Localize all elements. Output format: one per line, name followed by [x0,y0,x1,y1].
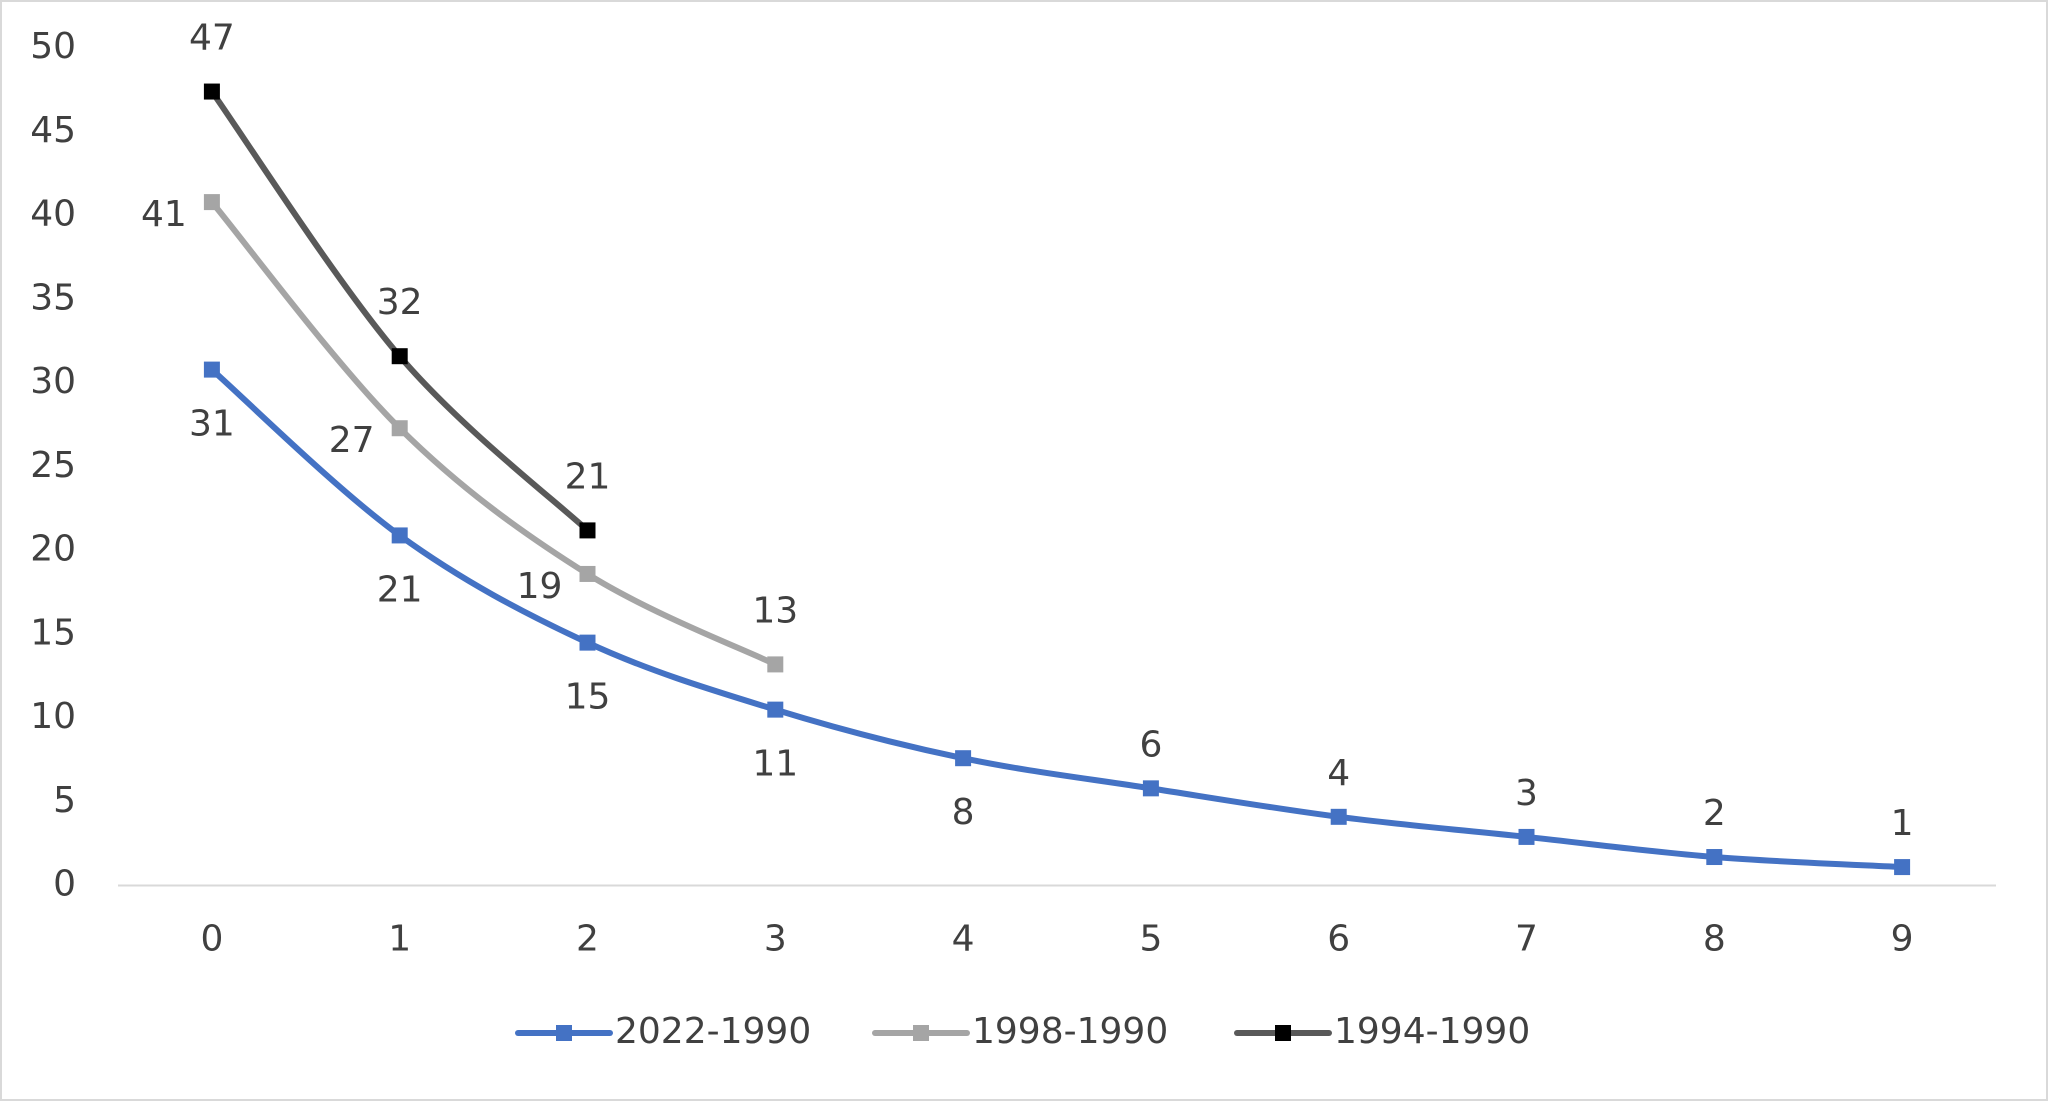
legend-label: 1994-1990 [1334,1011,1530,1052]
y-tick-label: 50 [30,26,76,67]
x-tick-label: 6 [1327,919,1350,960]
x-tick-label: 3 [764,919,787,960]
marker [203,194,220,211]
data-label: 3 [1515,773,1538,814]
data-label: 47 [189,18,235,59]
x-tick-label: 9 [1891,919,1914,960]
marker [1330,808,1347,825]
marker [767,656,784,673]
data-label: 21 [565,456,611,497]
marker [579,565,596,582]
data-label: 6 [1139,724,1162,765]
series-line [208,199,779,668]
marker [1518,828,1535,845]
marker [579,634,596,651]
legend-marker [1275,1025,1291,1041]
marker [1894,859,1911,876]
data-label: 21 [377,569,423,610]
x-tick-label: 5 [1139,919,1162,960]
y-tick-label: 35 [30,277,76,318]
y-tick-label: 0 [53,864,76,905]
data-label: 19 [517,566,563,607]
data-label: 2 [1703,793,1726,834]
data-label: 31 [189,404,235,445]
marker [203,83,220,100]
legend-marker [913,1025,929,1041]
data-label: 27 [329,420,375,461]
x-tick-label: 2 [576,919,599,960]
y-tick-label: 25 [30,445,76,486]
marker [391,348,408,365]
marker [955,750,972,767]
data-label: 11 [752,744,798,785]
series-line [208,366,1906,871]
data-label: 1 [1891,803,1914,844]
y-tick-label: 5 [53,780,76,821]
y-tick-label: 15 [30,612,76,653]
y-tick-label: 10 [30,696,76,737]
y-tick-label: 45 [30,110,76,151]
marker [1706,849,1723,866]
x-tick-label: 0 [200,919,223,960]
marker [391,527,408,544]
data-label: 4 [1327,753,1350,794]
y-tick-label: 20 [30,529,76,570]
y-tick-label: 40 [30,194,76,235]
data-label: 41 [141,194,187,235]
legend-label: 1998-1990 [972,1011,1168,1052]
x-tick-label: 1 [388,919,411,960]
marker [391,420,408,437]
data-label: 32 [377,282,423,323]
marker [767,701,784,718]
x-tick-label: 8 [1703,919,1726,960]
x-tick-label: 7 [1515,919,1538,960]
legend-marker [556,1025,572,1041]
marker [203,361,220,378]
legend-label: 2022-1990 [615,1011,811,1052]
data-label: 8 [952,792,975,833]
marker [1142,780,1159,797]
y-tick-label: 30 [30,361,76,402]
data-label: 13 [752,590,798,631]
x-tick-label: 4 [952,919,975,960]
marker [579,522,596,539]
data-label: 15 [565,677,611,718]
